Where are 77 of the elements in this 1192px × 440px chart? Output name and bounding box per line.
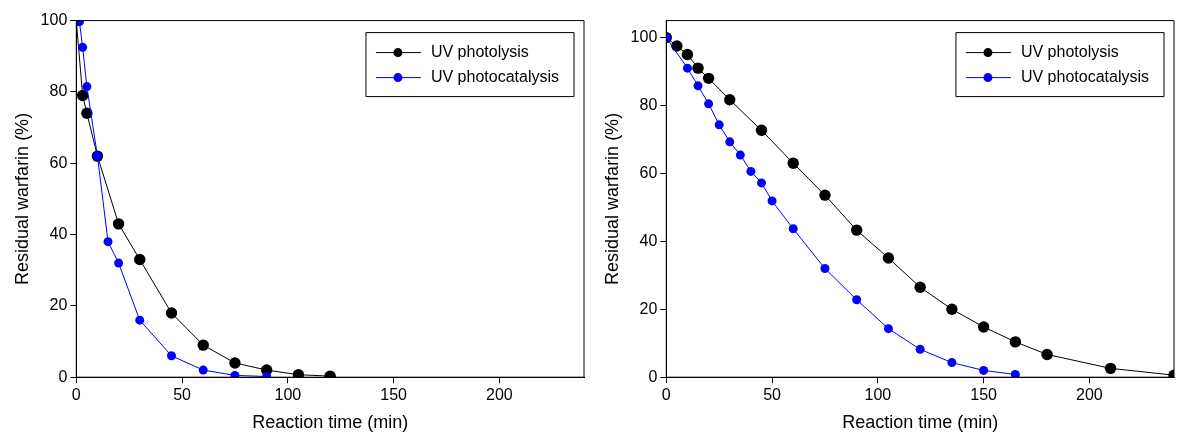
point <box>788 224 798 234</box>
point <box>977 321 990 333</box>
y-tick-label: 40 <box>639 231 658 249</box>
point <box>198 365 208 375</box>
y-tick-label: 60 <box>639 163 658 181</box>
point <box>787 157 799 169</box>
legend-label: UV photocatalysis <box>430 68 559 86</box>
x-tick-label: 50 <box>173 386 192 404</box>
point <box>883 324 893 334</box>
point <box>852 295 862 305</box>
point <box>78 42 88 52</box>
point <box>693 81 703 91</box>
x-tick-label: 200 <box>486 386 513 404</box>
point <box>979 365 989 375</box>
point <box>819 189 831 201</box>
point <box>692 62 704 74</box>
point <box>114 258 124 268</box>
x-tick-label: 200 <box>1076 386 1103 404</box>
y-tick-label: 60 <box>49 153 68 171</box>
legend-label: UV photocatalysis <box>1020 68 1149 86</box>
point <box>735 150 745 160</box>
point <box>914 281 926 293</box>
y-tick-label: 80 <box>639 95 658 113</box>
point <box>702 72 715 85</box>
point <box>947 358 957 368</box>
y-tick-label: 20 <box>639 299 658 317</box>
point <box>755 124 768 136</box>
x-tick-label: 150 <box>970 386 998 404</box>
point <box>756 178 766 188</box>
point <box>135 315 145 325</box>
point <box>103 237 113 247</box>
y-axis-title: Residual warfarin (%) <box>11 112 32 285</box>
point <box>82 82 92 92</box>
point <box>915 344 925 354</box>
y-tick-label: 0 <box>648 367 658 385</box>
x-tick-label: 150 <box>380 386 408 404</box>
y-tick-label: 40 <box>49 224 68 242</box>
point <box>681 48 694 61</box>
point <box>714 120 724 130</box>
point <box>882 252 895 264</box>
point <box>134 253 146 266</box>
point <box>165 307 178 319</box>
point <box>166 351 176 361</box>
point <box>682 63 692 73</box>
point <box>112 218 125 230</box>
x-tick-label: 0 <box>661 386 671 404</box>
x-tick-label: 50 <box>763 386 782 404</box>
y-axis-title: Residual warfarin (%) <box>601 112 622 285</box>
x-axis-title: Reaction time (min) <box>252 412 409 433</box>
y-tick-label: 20 <box>49 296 68 314</box>
point <box>229 357 241 369</box>
point <box>1104 362 1117 375</box>
point <box>820 264 830 274</box>
point <box>76 89 89 102</box>
point <box>725 137 735 147</box>
x-axis-title: Reaction time (min) <box>842 412 999 433</box>
point <box>197 339 209 351</box>
point <box>1010 369 1020 378</box>
point <box>724 94 736 106</box>
x-tick-label: 100 <box>864 386 892 404</box>
point <box>946 303 958 315</box>
y-tick-label: 100 <box>630 27 658 45</box>
point <box>767 196 777 206</box>
x-tick-label: 0 <box>71 386 81 404</box>
point <box>1009 336 1022 348</box>
y-tick-label: 0 <box>58 367 68 385</box>
x-tick-label: 100 <box>274 386 302 404</box>
point <box>704 99 714 109</box>
point <box>850 224 863 236</box>
y-tick-label: 80 <box>49 82 68 100</box>
point <box>746 166 756 176</box>
point <box>262 371 272 378</box>
point <box>230 370 240 378</box>
legend-label: UV photolysis <box>430 43 529 61</box>
legend-label: UV photolysis <box>1020 43 1119 61</box>
point <box>1041 348 1053 361</box>
y-tick-label: 100 <box>40 11 68 29</box>
